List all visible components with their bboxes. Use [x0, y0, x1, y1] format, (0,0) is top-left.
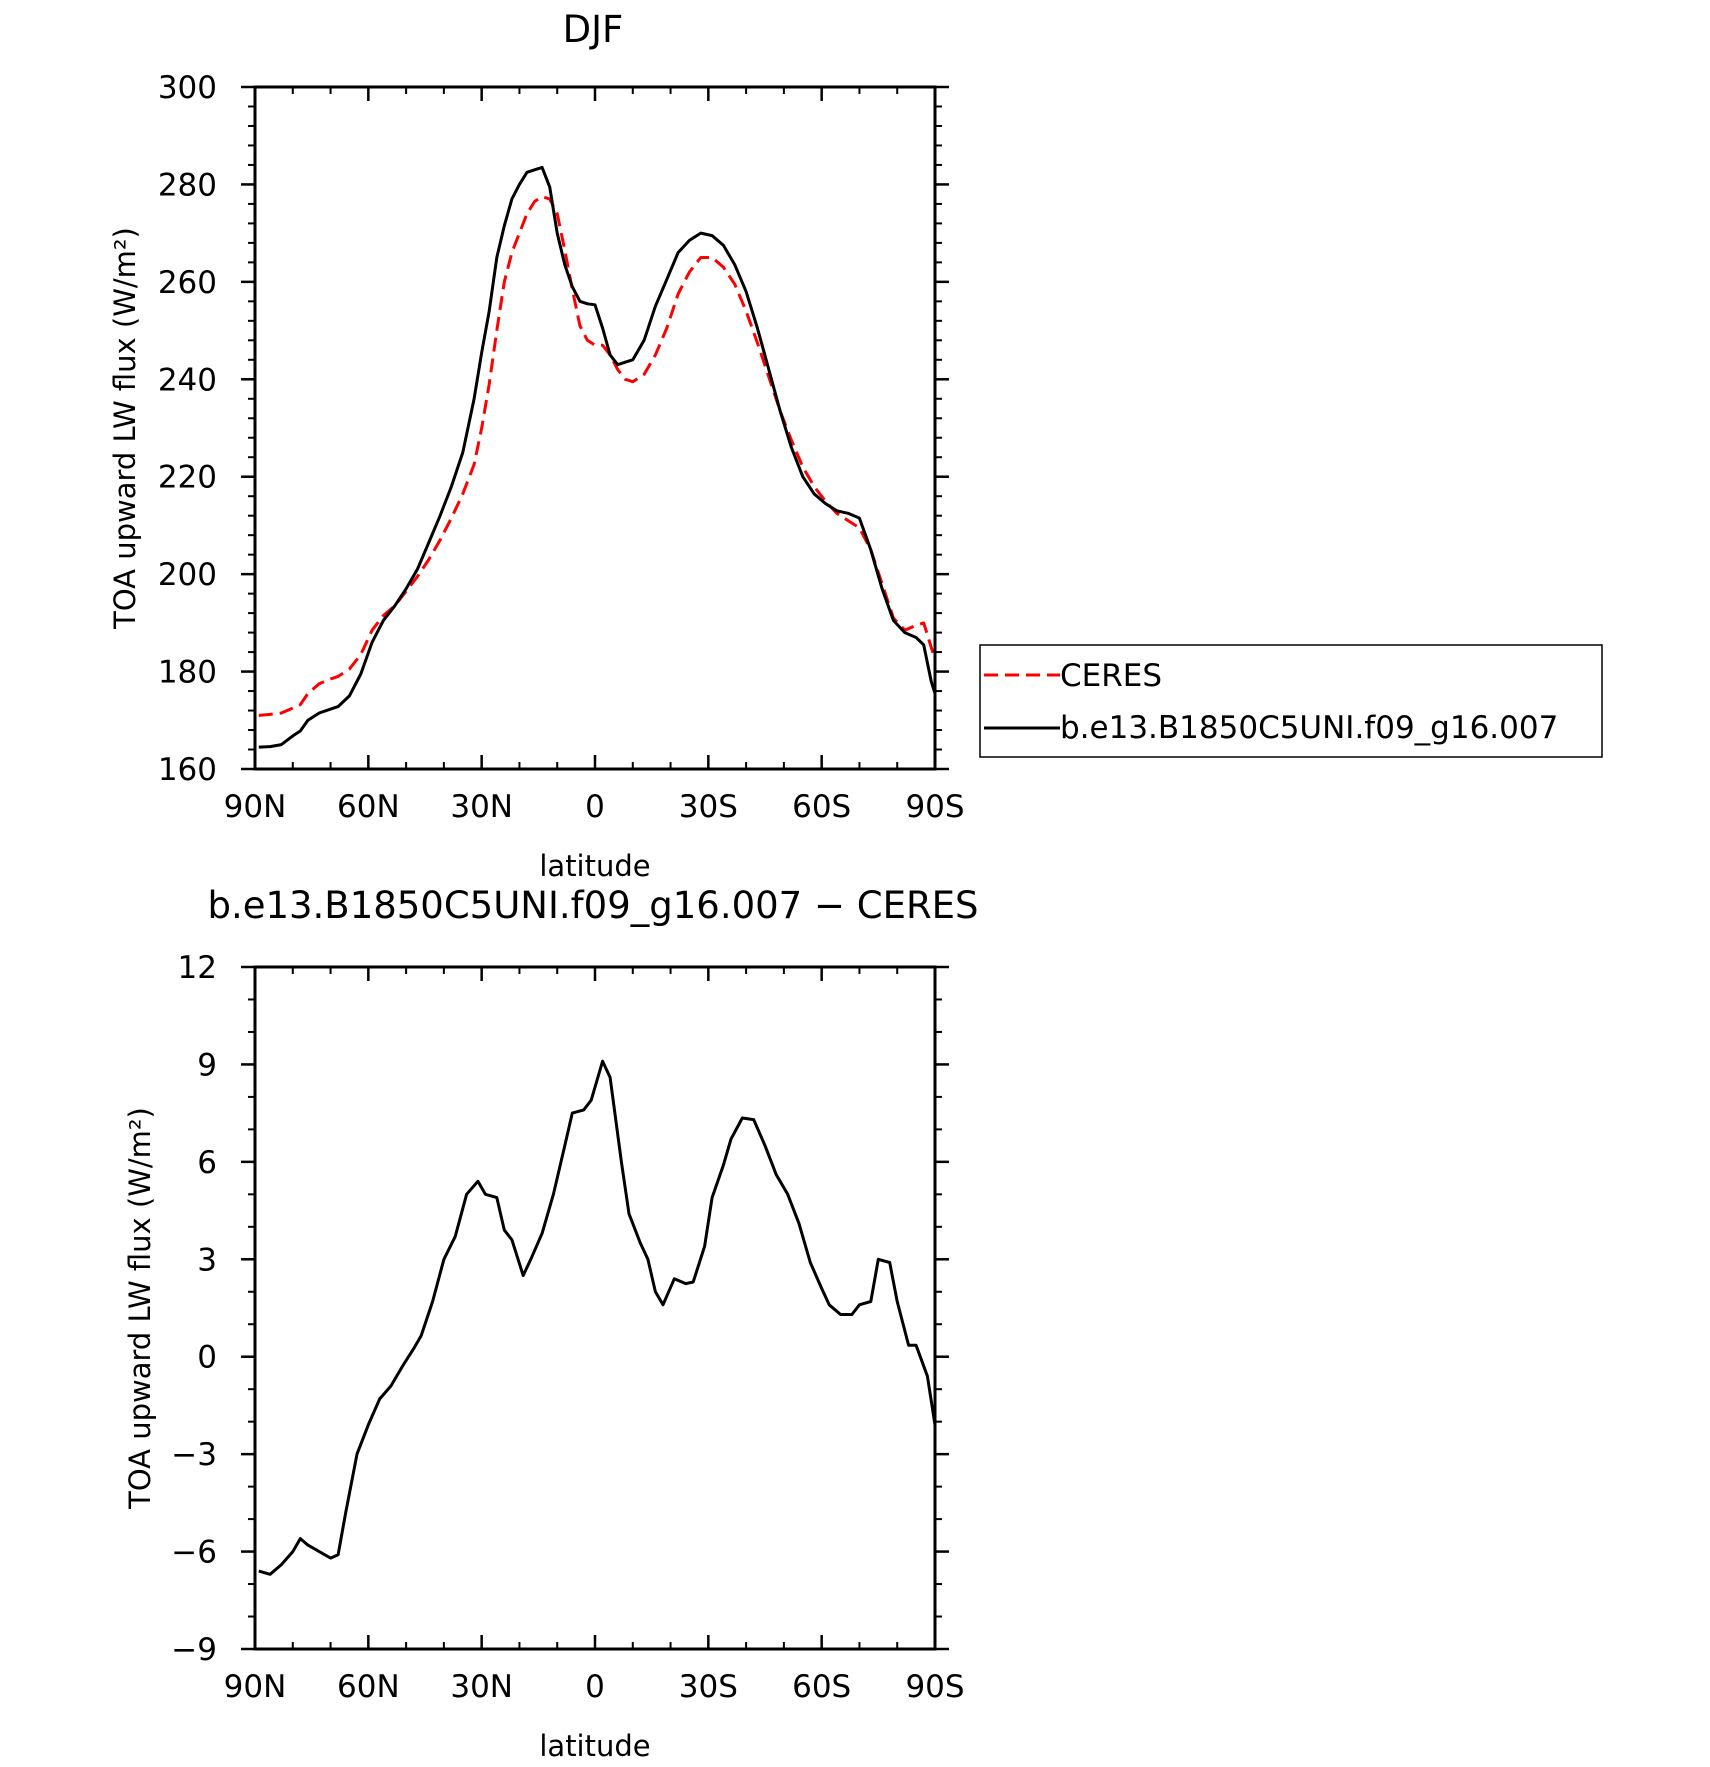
top-panel-y-axis-title: TOA upward LW flux (W/m²)	[108, 227, 142, 630]
bottom-panel-y-tick-label: 12	[178, 950, 217, 986]
bottom-panel-x-tick-label: 90S	[905, 1669, 964, 1705]
bottom-panel-y-tick-label: 0	[197, 1340, 217, 1376]
bottom-panel-series-difference-line	[258, 1059, 935, 1576]
bottom-panel-y-tick-label: −6	[171, 1535, 217, 1571]
top-panel-y-tick-label: 160	[158, 752, 217, 788]
top-panel-y-tick-label: 240	[158, 362, 217, 398]
legend: CERES b.e13.B1850C5UNI.f09_g16.007	[979, 644, 1603, 758]
top-panel-series-model-line	[258, 165, 935, 749]
top-panel-x-tick-label: 30S	[679, 789, 738, 825]
bottom-panel-plot-area	[258, 1059, 935, 1576]
top-panel-title: DJF	[563, 8, 624, 51]
bottom-panel-title: b.e13.B1850C5UNI.f09_g16.007 − CERES	[207, 884, 978, 927]
legend-label-model: b.e13.B1850C5UNI.f09_g16.007	[1060, 710, 1558, 746]
bottom-panel-x-tick-label: 0	[585, 1669, 605, 1705]
top-panel-x-tick-label: 60N	[337, 789, 400, 825]
bottom-panel-y-tick-label: 3	[197, 1242, 217, 1278]
top-panel: DJF 90N 60N 30N 0 30S 60S 90S 160 180 200 220 240 26…	[108, 8, 965, 883]
top-panel-y-tick-label: 300	[158, 70, 217, 106]
top-panel-y-tick-label: 260	[158, 265, 217, 301]
legend-box	[979, 644, 1603, 758]
bottom-panel-x-tick-label: 30S	[679, 1669, 738, 1705]
top-panel-y-tick-label: 220	[158, 460, 217, 496]
top-panel-series-ceres-line	[258, 195, 935, 717]
top-panel-x-tick-label: 90N	[224, 789, 287, 825]
top-panel-y-tick-label: 180	[158, 655, 217, 691]
top-panel-x-tick-label: 30N	[450, 789, 513, 825]
bottom-panel-x-tick-label: 90N	[224, 1669, 287, 1705]
top-panel-x-tick-label: 60S	[792, 789, 851, 825]
top-panel-x-tick-label: 0	[585, 789, 605, 825]
bottom-panel-x-tick-label: 60S	[792, 1669, 851, 1705]
top-panel-frame	[253, 85, 937, 771]
top-panel-plot-area	[258, 165, 935, 749]
bottom-panel-axes: 90N 60N 30N 0 30S 60S 90S −9 −6 −3 0 3 6 9 12	[171, 950, 964, 1705]
bottom-panel-y-axis-title: TOA upward LW flux (W/m²)	[123, 1107, 157, 1510]
top-panel-x-tick-label: 90S	[905, 789, 964, 825]
top-panel-y-tick-label: 200	[158, 557, 217, 593]
bottom-panel-y-tick-label: −3	[171, 1437, 217, 1473]
top-panel-axes: 90N 60N 30N 0 30S 60S 90S 160 180 200 220 240 260 280…	[158, 70, 965, 825]
bottom-panel-x-axis-title: latitude	[539, 1729, 650, 1763]
legend-label-ceres: CERES	[1060, 658, 1162, 694]
bottom-panel-x-tick-label: 30N	[450, 1669, 513, 1705]
bottom-panel-x-tick-label: 60N	[337, 1669, 400, 1705]
bottom-panel-y-tick-label: −9	[171, 1632, 217, 1668]
bottom-panel: b.e13.B1850C5UNI.f09_g16.007 − CERES 90N…	[123, 884, 979, 1763]
top-panel-x-axis-title: latitude	[539, 849, 650, 883]
bottom-panel-y-tick-label: 9	[197, 1047, 217, 1083]
bottom-panel-y-tick-label: 6	[197, 1145, 217, 1181]
top-panel-y-tick-label: 280	[158, 167, 217, 203]
